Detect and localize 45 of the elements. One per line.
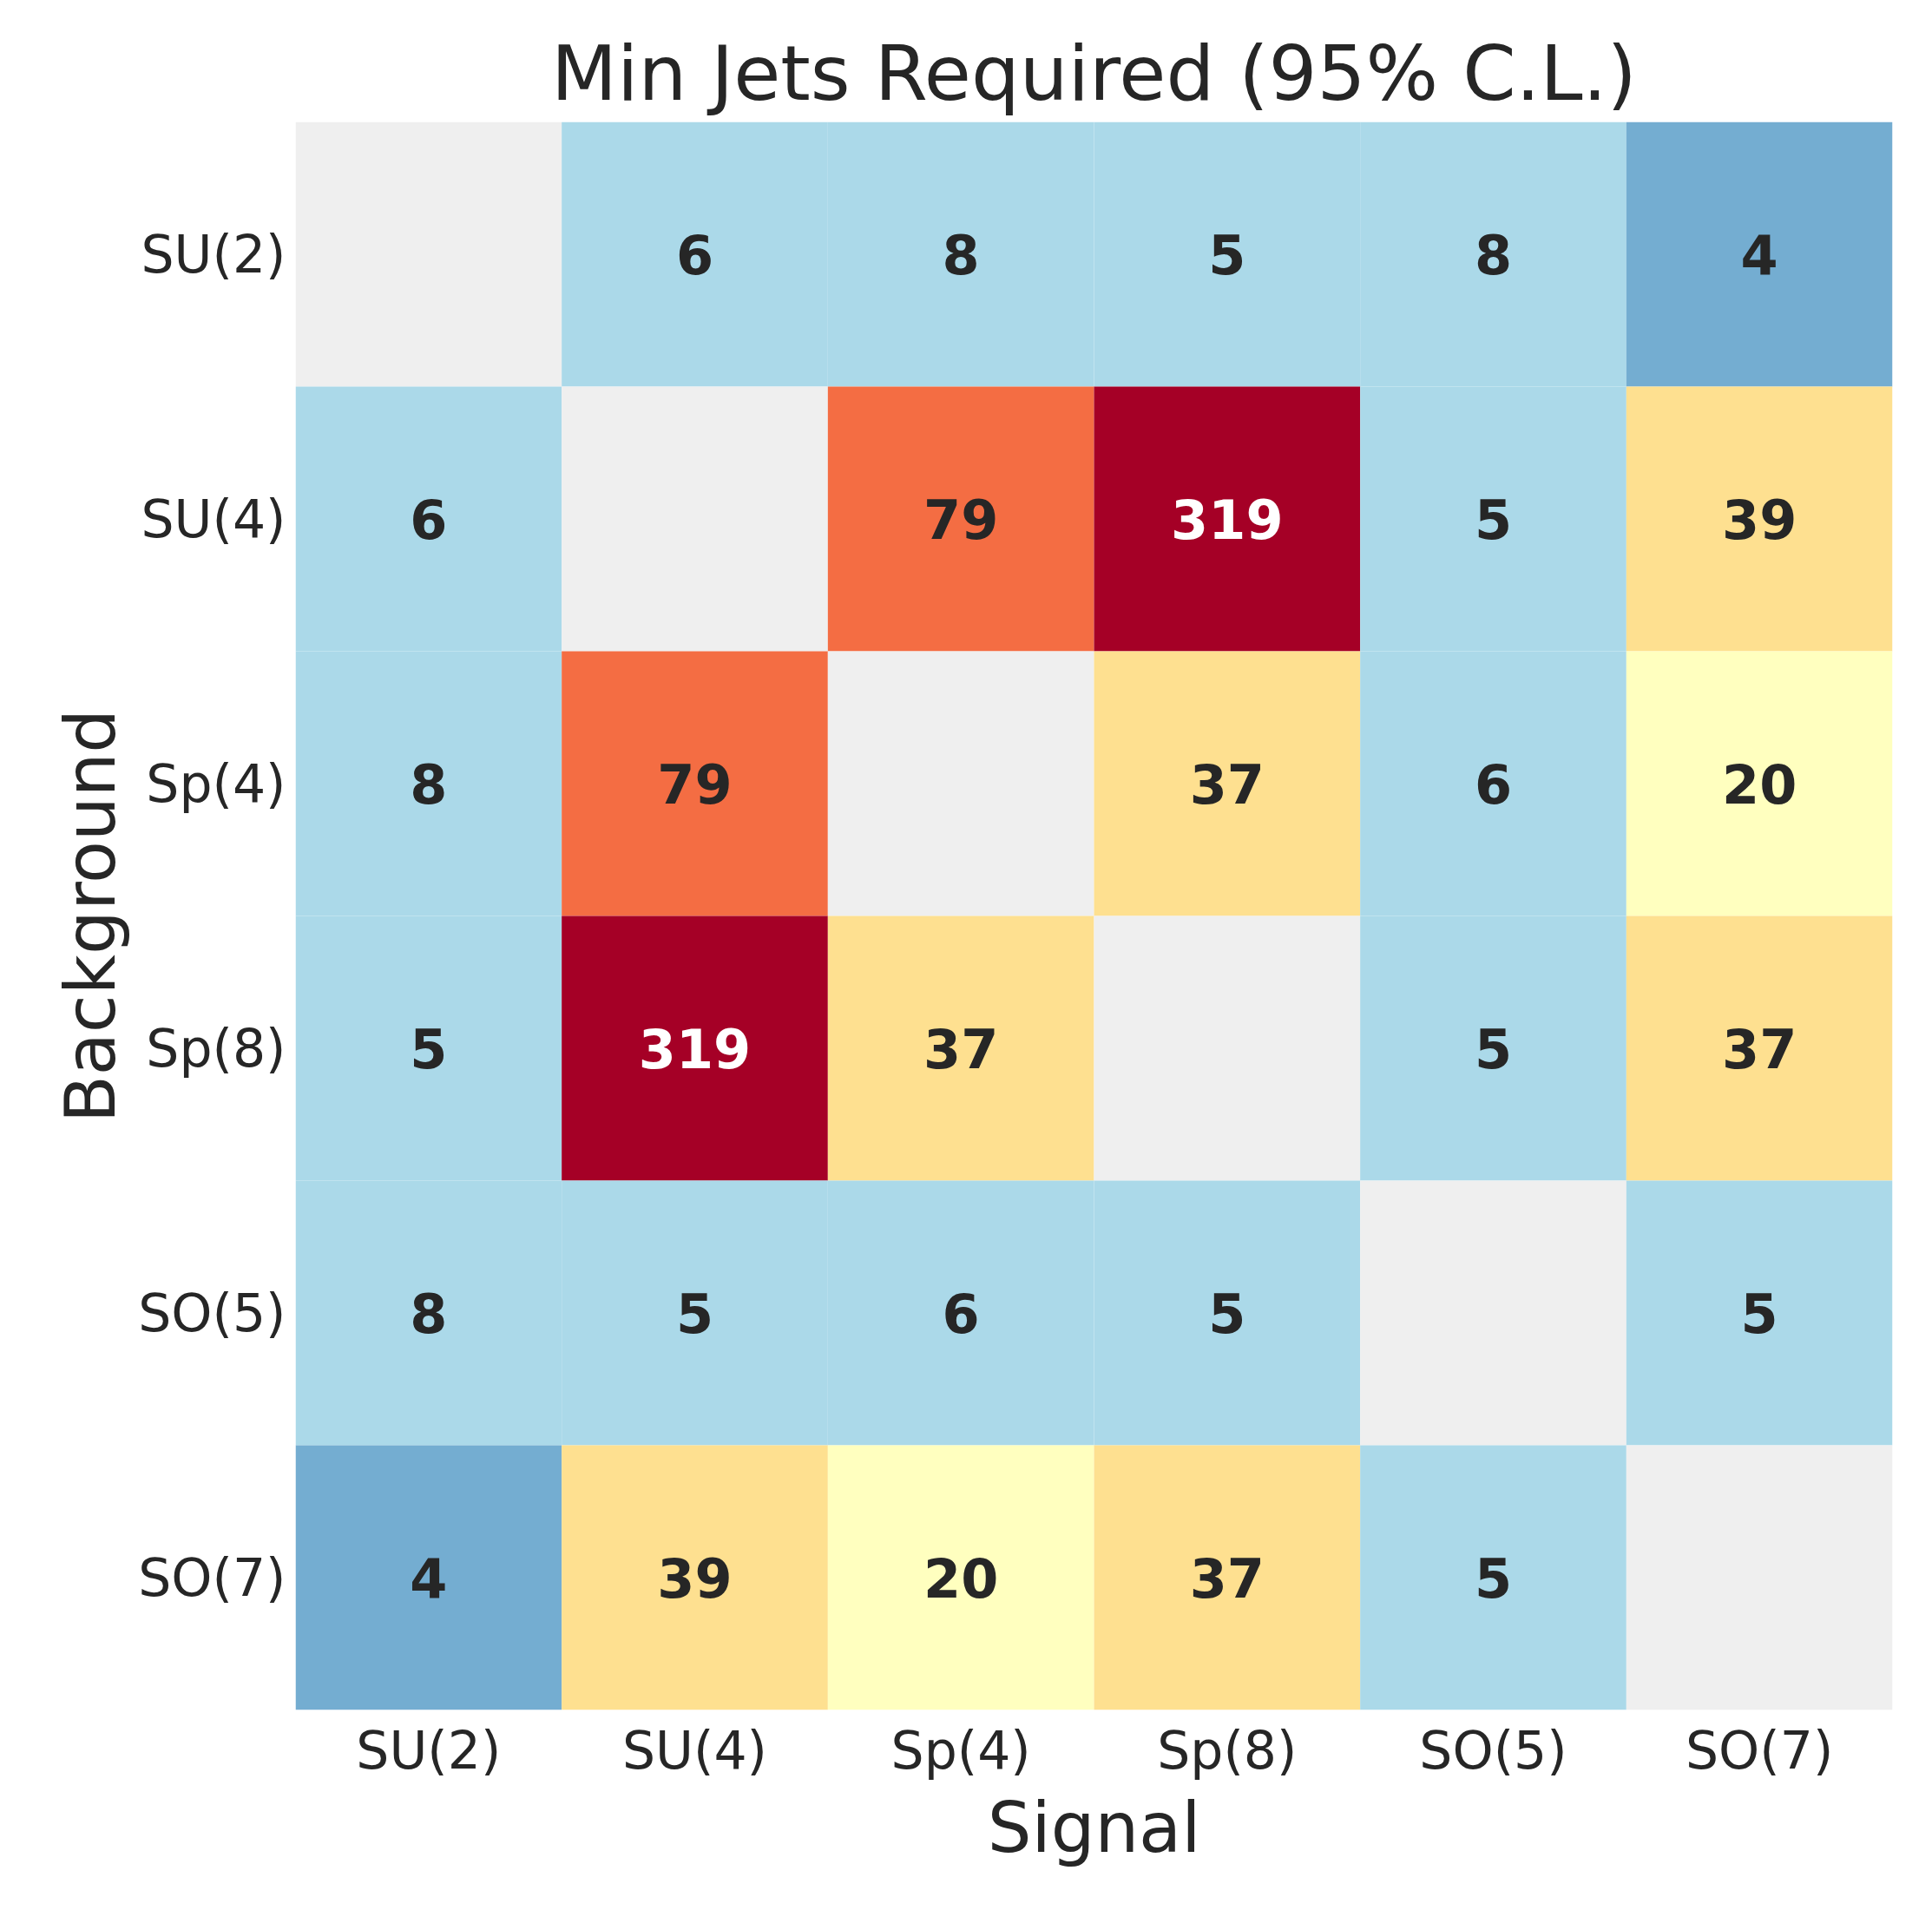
data-label: 5 xyxy=(1474,1018,1513,1081)
data-label: 6 xyxy=(410,489,448,552)
x-tick-label: SU(4) xyxy=(622,1719,767,1781)
data-label: 5 xyxy=(1474,1547,1513,1611)
data-label: 39 xyxy=(657,1547,733,1611)
x-tick-label: Sp(8) xyxy=(1157,1719,1298,1781)
x-tick-label: SO(7) xyxy=(1686,1719,1834,1781)
data-label: 20 xyxy=(1722,753,1797,817)
data-label: 5 xyxy=(410,1018,448,1081)
data-label: 8 xyxy=(410,753,448,817)
y-tick-label: SO(5) xyxy=(138,1283,286,1343)
data-label: 6 xyxy=(942,1283,980,1346)
data-label: 79 xyxy=(923,489,999,552)
x-tick-label: Sp(4) xyxy=(890,1719,1031,1781)
data-label: 8 xyxy=(1474,224,1513,287)
data-label: 4 xyxy=(1740,224,1778,287)
data-label: 5 xyxy=(1474,489,1513,552)
data-label: 8 xyxy=(410,1283,448,1346)
data-label: 5 xyxy=(675,1283,714,1346)
data-label: 20 xyxy=(923,1547,999,1611)
y-tick-label: Sp(8) xyxy=(146,1018,286,1079)
y-tick-label: Sp(4) xyxy=(146,753,286,814)
y-tick-label: SO(7) xyxy=(138,1547,286,1608)
y-axis-title: Background xyxy=(50,708,132,1124)
data-label: 37 xyxy=(1189,753,1265,817)
data-label: 5 xyxy=(1208,224,1246,287)
chart-title: Min Jets Required (95% C.L.) xyxy=(551,28,1637,118)
data-label: 6 xyxy=(1474,753,1513,817)
data-label: 79 xyxy=(657,753,733,817)
data-label: 8 xyxy=(942,224,980,287)
data-label: 5 xyxy=(1208,1283,1246,1346)
data-label: 4 xyxy=(410,1547,448,1611)
data-label: 37 xyxy=(1189,1547,1265,1611)
data-label: 319 xyxy=(638,1018,752,1081)
data-label: 39 xyxy=(1722,489,1797,552)
y-tick-label: SU(2) xyxy=(141,224,286,285)
x-axis-title: Signal xyxy=(987,1787,1201,1868)
y-tick-label: SU(4) xyxy=(141,489,286,549)
data-label: 37 xyxy=(1722,1018,1797,1081)
data-label: 37 xyxy=(923,1018,999,1081)
x-tick-label: SO(5) xyxy=(1419,1719,1567,1781)
data-label: 6 xyxy=(675,224,714,287)
data-label: 5 xyxy=(1740,1283,1778,1346)
data-label: 319 xyxy=(1171,489,1284,552)
x-tick-label: SU(2) xyxy=(356,1719,502,1781)
